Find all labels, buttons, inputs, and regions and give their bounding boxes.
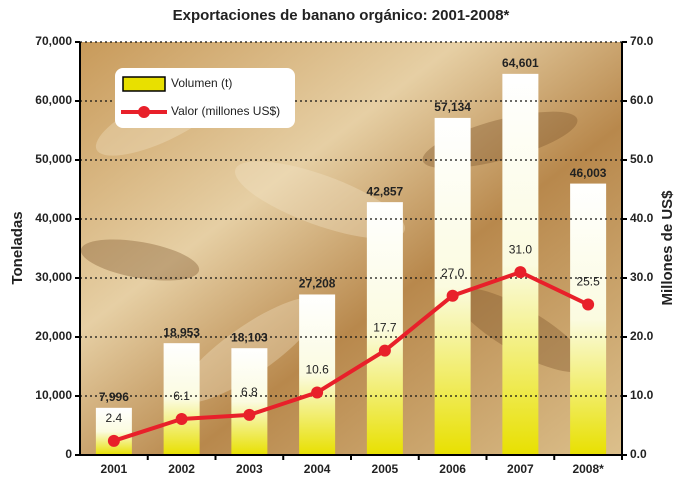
line-value-label: 31.0 bbox=[509, 242, 533, 256]
y2-tick-label: 60.0 bbox=[630, 93, 654, 107]
legend-swatch bbox=[123, 77, 165, 91]
bar bbox=[502, 74, 538, 455]
line-marker bbox=[379, 345, 391, 357]
bar-value-label: 57,134 bbox=[434, 100, 471, 114]
line-marker bbox=[514, 266, 526, 278]
line-value-label: 27.0 bbox=[441, 266, 465, 280]
x-tick-label: 2001 bbox=[101, 462, 128, 476]
x-tick-label: 2004 bbox=[304, 462, 331, 476]
y-tick-label: 20,000 bbox=[35, 329, 72, 343]
bar bbox=[570, 184, 606, 455]
legend-label: Volumen (t) bbox=[171, 76, 232, 90]
bar-value-label: 42,857 bbox=[367, 184, 404, 198]
legend-label: Valor (millones US$) bbox=[171, 104, 280, 118]
line-value-label: 25.5 bbox=[576, 275, 600, 289]
bar-value-label: 46,003 bbox=[570, 166, 607, 180]
line-value-label: 10.6 bbox=[305, 363, 329, 377]
line-value-label: 2.4 bbox=[106, 411, 123, 425]
y2-axis-label: Millones de US$ bbox=[659, 190, 676, 306]
line-marker bbox=[447, 290, 459, 302]
line-marker bbox=[108, 435, 120, 447]
x-tick-label: 2003 bbox=[236, 462, 263, 476]
line-value-label: 6.8 bbox=[241, 385, 258, 399]
x-tick-label: 2008* bbox=[572, 462, 604, 476]
y-tick-label: 70,000 bbox=[35, 34, 72, 48]
y-tick-label: 60,000 bbox=[35, 93, 72, 107]
bar-value-label: 64,601 bbox=[502, 56, 539, 70]
x-tick-label: 2005 bbox=[372, 462, 399, 476]
bar bbox=[435, 118, 471, 455]
y2-tick-label: 50.0 bbox=[630, 152, 654, 166]
y2-tick-label: 10.0 bbox=[630, 388, 654, 402]
x-tick-label: 2002 bbox=[168, 462, 195, 476]
bar-value-label: 27,208 bbox=[299, 277, 336, 291]
y2-tick-label: 40.0 bbox=[630, 211, 654, 225]
bar-value-label: 18,103 bbox=[231, 330, 268, 344]
bar-value-label: 7,996 bbox=[99, 390, 129, 404]
bar bbox=[231, 348, 267, 455]
line-marker bbox=[311, 386, 323, 398]
y-tick-label: 0 bbox=[65, 447, 72, 461]
line-value-label: 17.7 bbox=[373, 321, 397, 335]
x-tick-label: 2007 bbox=[507, 462, 534, 476]
bar-value-label: 18,953 bbox=[163, 325, 200, 339]
y2-tick-label: 70.0 bbox=[630, 34, 654, 48]
chart: Exportaciones de banano orgánico: 2001-2… bbox=[0, 0, 683, 483]
line-marker bbox=[176, 413, 188, 425]
legend-marker bbox=[138, 106, 150, 118]
y-tick-label: 50,000 bbox=[35, 152, 72, 166]
y-tick-label: 40,000 bbox=[35, 211, 72, 225]
y-tick-label: 10,000 bbox=[35, 388, 72, 402]
y-axis-label: Toneladas bbox=[9, 211, 26, 284]
y2-tick-label: 30.0 bbox=[630, 270, 654, 284]
y2-tick-label: 20.0 bbox=[630, 329, 654, 343]
x-tick-label: 2006 bbox=[439, 462, 466, 476]
y2-tick-label: 0.0 bbox=[630, 447, 647, 461]
line-marker bbox=[582, 299, 594, 311]
line-value-label: 6.1 bbox=[173, 389, 190, 403]
chart-title: Exportaciones de banano orgánico: 2001-2… bbox=[173, 7, 510, 24]
line-marker bbox=[243, 409, 255, 421]
y-tick-label: 30,000 bbox=[35, 270, 72, 284]
